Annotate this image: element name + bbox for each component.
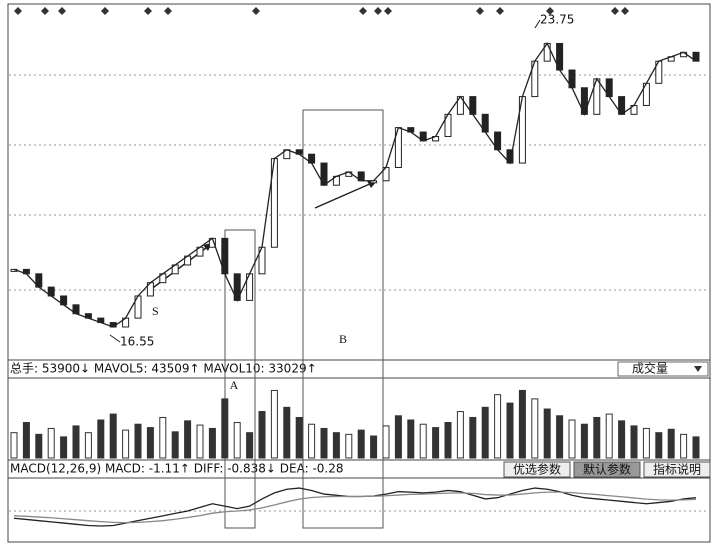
volume-bar	[407, 419, 415, 459]
annotation: 23.75	[540, 13, 574, 27]
volume-bar	[283, 406, 291, 459]
event-marker	[359, 7, 367, 15]
button[interactable]	[503, 461, 571, 478]
annotation: A	[230, 378, 239, 392]
event-marker	[58, 7, 66, 15]
volume-bar	[481, 406, 489, 459]
volume-bar	[370, 435, 378, 459]
button-label[interactable]: 默认参数	[583, 462, 631, 477]
indicator-selector[interactable]	[617, 361, 709, 377]
button-label[interactable]: 优选参数	[513, 462, 561, 477]
event-marker	[546, 7, 554, 15]
volume-bar	[97, 419, 105, 459]
volume-bar	[556, 415, 564, 459]
volume-bar	[531, 398, 539, 459]
volume-bar	[171, 431, 179, 459]
volume-bar	[146, 427, 154, 459]
event-marker	[476, 7, 484, 15]
event-marker	[41, 7, 49, 15]
event-marker	[384, 7, 392, 15]
event-marker	[621, 7, 629, 15]
volume-bar	[345, 433, 353, 459]
volume-bar	[655, 432, 663, 459]
volume-bar	[642, 427, 650, 459]
event-marker	[496, 7, 504, 15]
volume-bar	[295, 416, 303, 459]
volume-bar	[233, 422, 241, 459]
volume-bar	[692, 436, 700, 459]
volume-bar	[394, 415, 402, 459]
button[interactable]	[643, 461, 711, 478]
volume-bar	[84, 432, 92, 459]
event-marker	[252, 7, 260, 15]
volume-bar	[667, 428, 675, 459]
volume-bar	[506, 402, 514, 459]
volume-bar	[444, 422, 452, 459]
volume-bar	[357, 429, 365, 459]
event-marker	[164, 7, 172, 15]
volume-bar	[35, 433, 43, 459]
volume-bar	[543, 408, 551, 459]
annotation-leader	[109, 334, 121, 343]
line-series	[13, 491, 697, 524]
volume-bar	[258, 411, 266, 459]
volume-bar	[469, 416, 477, 459]
volume-bar	[196, 424, 204, 459]
volume-bar	[382, 425, 390, 459]
volume-bar	[630, 425, 638, 459]
button[interactable]	[573, 461, 641, 478]
volume-bar	[22, 422, 30, 459]
volume-bar	[580, 423, 588, 459]
volume-bar	[72, 425, 80, 459]
volume-bar	[456, 411, 464, 459]
annotation: S	[152, 304, 159, 318]
volume-bar	[159, 416, 167, 459]
volume-bar	[134, 423, 142, 459]
event-marker	[101, 7, 109, 15]
volume-bar	[605, 413, 613, 459]
event-marker	[14, 7, 22, 15]
volume-bar	[419, 423, 427, 459]
volume-header: 总手: 53900↓ MAVOL5: 43509↑ MAVOL10: 33029…	[10, 362, 317, 376]
annotation: 16.55	[120, 335, 154, 349]
volume-bar	[109, 413, 117, 459]
selector-label[interactable]: 成交量	[632, 361, 668, 376]
volume-bar	[568, 419, 576, 459]
dropdown-arrow[interactable]	[694, 366, 702, 372]
volume-bar	[618, 420, 626, 459]
volume-bar	[47, 427, 55, 459]
region-b-box	[302, 109, 384, 529]
volume-bar	[60, 436, 68, 459]
volume-bar	[184, 420, 192, 459]
volume-bar	[122, 429, 130, 459]
region-a-box	[224, 229, 256, 529]
volume-bar	[208, 427, 216, 459]
volume-bar	[432, 427, 440, 459]
volume-bar	[593, 416, 601, 459]
volume-bar	[332, 432, 340, 459]
volume-bar	[246, 432, 254, 459]
line-series	[13, 42, 697, 328]
annotation-leader	[534, 19, 541, 29]
event-marker	[611, 7, 619, 15]
volume-bar	[680, 433, 688, 459]
volume-bar	[494, 394, 502, 459]
event-marker	[144, 7, 152, 15]
volume-bar	[320, 427, 328, 459]
volume-bar	[308, 423, 316, 459]
volume-bar	[10, 432, 18, 459]
event-marker	[374, 7, 382, 15]
macd-header: MACD(12,26,9) MACD: -1.11↑ DIFF: -0.838↓…	[10, 462, 344, 476]
volume-bar	[518, 389, 526, 459]
annotation: B	[339, 332, 347, 346]
volume-bar	[221, 398, 229, 459]
trend-arrow	[314, 182, 373, 209]
button-label[interactable]: 指标说明	[653, 462, 701, 477]
volume-bar	[270, 389, 278, 459]
